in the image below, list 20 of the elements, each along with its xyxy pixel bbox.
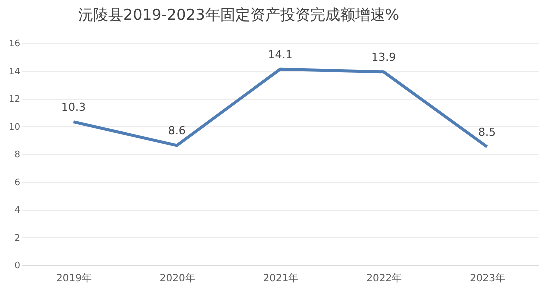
data-label: 14.1 [268, 48, 293, 62]
chart-title: 沅陵县2019-2023年固定资产投资完成额增速% [78, 6, 400, 24]
y-tick-label: 6 [14, 178, 21, 188]
x-tick-label: 2022年 [366, 272, 402, 284]
x-tick-label: 2023年 [470, 272, 506, 284]
data-label: 10.3 [61, 101, 86, 114]
y-tick-label: 0 [14, 262, 21, 272]
y-tick-label: 10 [9, 122, 21, 133]
y-tick-label: 2 [14, 234, 20, 244]
data-label: 8.5 [478, 126, 496, 140]
data-label: 13.9 [372, 51, 396, 64]
data-label: 8.6 [168, 124, 186, 138]
y-tick-label: 16 [9, 40, 21, 50]
x-tick-label: 2020年 [160, 272, 196, 284]
x-tick-label: 2021年 [263, 272, 299, 284]
y-tick-label: 14 [9, 67, 21, 78]
x-tick-label: 2019年 [56, 272, 92, 284]
y-tick-label: 12 [9, 95, 20, 105]
y-tick-label: 8 [14, 150, 21, 160]
y-tick-label: 4 [14, 206, 21, 216]
